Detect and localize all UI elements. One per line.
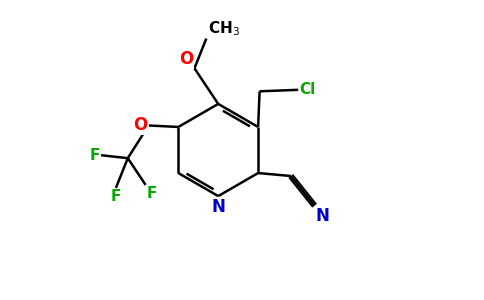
Text: O: O (134, 116, 148, 134)
Text: CH$_3$: CH$_3$ (208, 19, 240, 38)
Text: F: F (110, 189, 121, 204)
Text: N: N (212, 198, 225, 216)
Text: O: O (179, 50, 193, 68)
Text: F: F (90, 148, 100, 163)
Text: Cl: Cl (300, 82, 316, 97)
Text: F: F (146, 186, 157, 201)
Text: N: N (316, 207, 330, 225)
